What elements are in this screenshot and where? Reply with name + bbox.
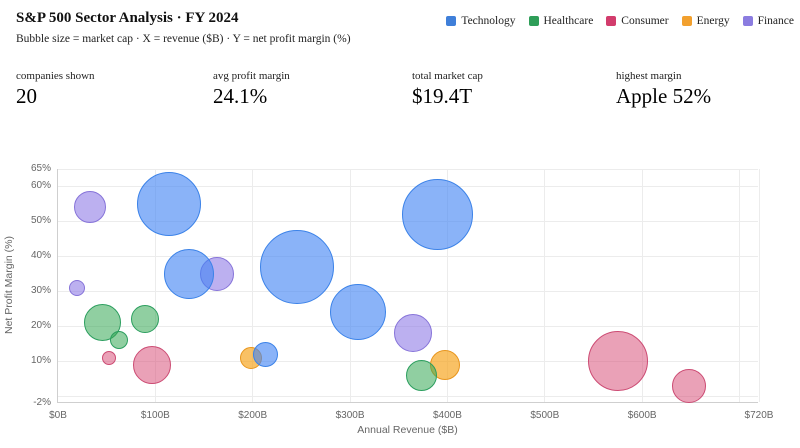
bubble-healthcare[interactable]	[130, 305, 159, 334]
x-axis-title: Annual Revenue ($B)	[357, 424, 458, 436]
y-gridline	[58, 185, 758, 187]
y-gridline	[58, 395, 758, 397]
x-gridline	[446, 169, 448, 402]
y-tick-label: 40%	[30, 250, 51, 262]
x-tick-label: $720B	[744, 410, 774, 421]
y-tick-label: 50%	[30, 215, 51, 227]
stats-row: companies shown 20 avg profit margin 24.…	[0, 70, 800, 110]
bubble-technology[interactable]	[136, 171, 201, 236]
page-title: S&P 500 Sector Analysis · FY 2024	[16, 10, 239, 26]
bubble-chart: Net Profit Margin (%) 65% 60% 50% 40% 30% 20%…	[0, 150, 800, 448]
stat-avg-profit-margin: avg profit margin 24.1%	[213, 70, 290, 109]
x-tick-label: $600B	[627, 410, 657, 421]
legend-item-healthcare[interactable]: Healthcare	[528, 15, 594, 27]
x-tick-label: $0B	[49, 410, 67, 421]
bubble-finance[interactable]	[394, 314, 433, 353]
stat-value: Apple 52%	[616, 84, 712, 108]
bubble-technology[interactable]	[252, 341, 278, 367]
y-tick-label: 60%	[30, 180, 51, 192]
legend-swatch-icon	[681, 16, 692, 26]
bubble-healthcare[interactable]	[110, 331, 129, 350]
bubble-finance[interactable]	[69, 279, 86, 296]
stat-label: avg profit margin	[213, 70, 290, 82]
bubble-healthcare[interactable]	[405, 359, 437, 391]
x-tick-label: $500B	[530, 410, 560, 421]
legend-item-energy[interactable]: Energy	[681, 15, 730, 27]
stat-value: 20	[16, 84, 37, 108]
bubble-consumer[interactable]	[587, 331, 648, 392]
y-gridline	[58, 255, 758, 257]
y-tick-label: 65%	[30, 163, 51, 174]
stat-label: total market cap	[412, 70, 483, 82]
x-gridline	[544, 169, 546, 402]
legend-swatch-icon	[606, 16, 617, 26]
bubble-technology[interactable]	[402, 178, 474, 250]
bubble-technology[interactable]	[164, 248, 215, 299]
stat-highest-margin: highest margin Apple 52%	[616, 70, 711, 109]
y-gridline	[58, 168, 758, 170]
y-axis-title: Net Profit Margin (%)	[3, 235, 15, 335]
legend-item-finance[interactable]: Finance	[742, 15, 794, 27]
x-tick-label: $200B	[238, 410, 268, 421]
plot-area: 65% 60% 50% 40% 30% 20% 10% -2% $0B $100B $200B $30…	[31, 163, 773, 421]
legend-label: Healthcare	[543, 15, 594, 27]
plot-right-border	[758, 169, 760, 402]
x-tick-label: $300B	[335, 410, 365, 421]
legend-label: Consumer	[621, 15, 669, 27]
y-tick-label: 20%	[30, 320, 51, 332]
chart-legend: Technology Healthcare Consumer Energy Financ…	[446, 15, 794, 27]
legend-item-technology[interactable]: Technology	[446, 15, 516, 27]
header: S&P 500 Sector Analysis · FY 2024 Bubble…	[16, 10, 351, 45]
y-tick-label: -2%	[33, 397, 51, 408]
x-tick-label: $100B	[140, 410, 170, 421]
legend-label: Energy	[696, 15, 730, 27]
x-gridline	[739, 169, 741, 402]
bubble-consumer[interactable]	[671, 368, 706, 403]
y-gridline	[58, 290, 758, 292]
y-tick-label: 10%	[30, 355, 51, 367]
stat-value: $19.4T	[412, 84, 473, 108]
bubble-technology[interactable]	[259, 229, 334, 304]
x-gridline	[641, 169, 643, 402]
stat-label: companies shown	[16, 70, 95, 82]
legend-swatch-icon	[446, 16, 457, 26]
legend-label: Technology	[461, 15, 516, 27]
bubble-consumer[interactable]	[133, 345, 172, 384]
stat-value: 24.1%	[213, 84, 268, 108]
bubble-finance[interactable]	[74, 191, 107, 224]
legend-swatch-icon	[742, 16, 753, 26]
bubble-consumer[interactable]	[101, 350, 116, 365]
stat-companies-shown: companies shown 20	[16, 70, 95, 109]
stat-total-market-cap: total market cap $19.4T	[412, 70, 483, 109]
x-tick-label: $400B	[432, 410, 462, 421]
y-gridline	[58, 360, 758, 362]
legend-label: Finance	[757, 15, 794, 27]
x-gridline	[252, 169, 254, 402]
stat-label: highest margin	[616, 70, 682, 82]
x-gridline	[154, 169, 156, 402]
legend-swatch-icon	[528, 16, 539, 26]
legend-item-consumer[interactable]: Consumer	[606, 15, 669, 27]
page-subtitle: Bubble size = market cap · X = revenue (…	[16, 33, 351, 45]
y-tick-label: 30%	[30, 285, 51, 297]
bubble-technology[interactable]	[329, 284, 386, 341]
